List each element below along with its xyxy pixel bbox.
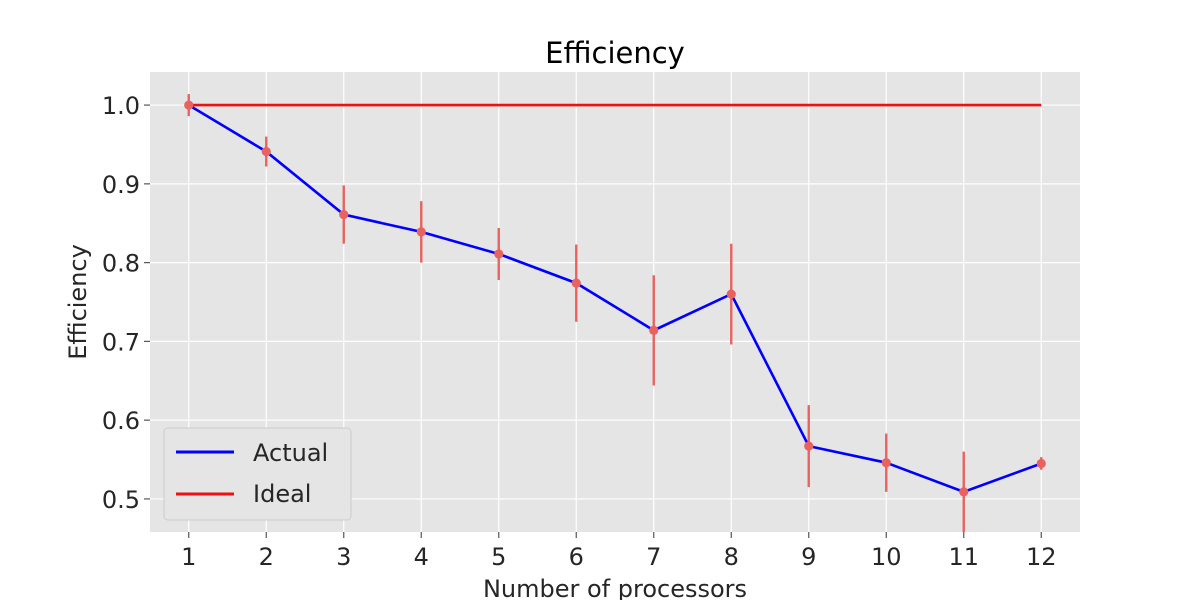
x-tick-label: 12 [1026,543,1057,571]
y-axis-title: Efficiency [64,244,92,360]
data-point [726,289,736,299]
data-point [494,249,504,259]
y-tick-label: 0.8 [102,250,140,278]
x-tick-label: 3 [336,543,351,571]
data-point [649,325,659,335]
x-axis-title: Number of processors [483,575,747,600]
x-tick-label: 11 [948,543,979,571]
actual-series [188,103,1042,494]
data-point [881,458,891,468]
x-tick-label: 10 [871,543,902,571]
x-tick-label: 4 [414,543,429,571]
data-point [804,441,814,451]
y-tick-label: 0.9 [102,171,140,199]
legend-label-ideal: Ideal [253,480,311,508]
legend: Actual Ideal [163,427,352,521]
data-point [184,100,194,110]
data-markers [184,100,1046,497]
data-point [339,209,349,220]
x-tick-label: 9 [801,543,816,571]
chart-title: Efficiency [545,36,685,70]
data-point [1036,458,1046,469]
y-tick-label: 1.0 [102,92,140,120]
x-tick-label: 8 [724,543,739,571]
data-point [959,487,969,497]
x-tick-label: 5 [491,543,506,571]
y-tick-label: 0.6 [102,407,140,435]
x-tick-label: 2 [259,543,274,571]
y-tick-label: 0.5 [102,486,140,514]
data-point [571,278,581,288]
legend-label-actual: Actual [253,439,328,467]
x-tick-label: 6 [569,543,584,571]
x-tick-label: 7 [646,543,661,571]
x-axis-ticks: 1 2 3 4 5 6 7 8 9 10 11 12 [181,532,1057,571]
data-point [416,227,426,237]
y-tick-label: 0.7 [102,328,140,356]
x-tick-label: 1 [181,543,196,571]
y-axis-ticks: 0.5 0.6 0.7 0.8 0.9 1.0 [102,92,150,514]
data-point [261,146,271,157]
actual-line [188,103,1042,494]
